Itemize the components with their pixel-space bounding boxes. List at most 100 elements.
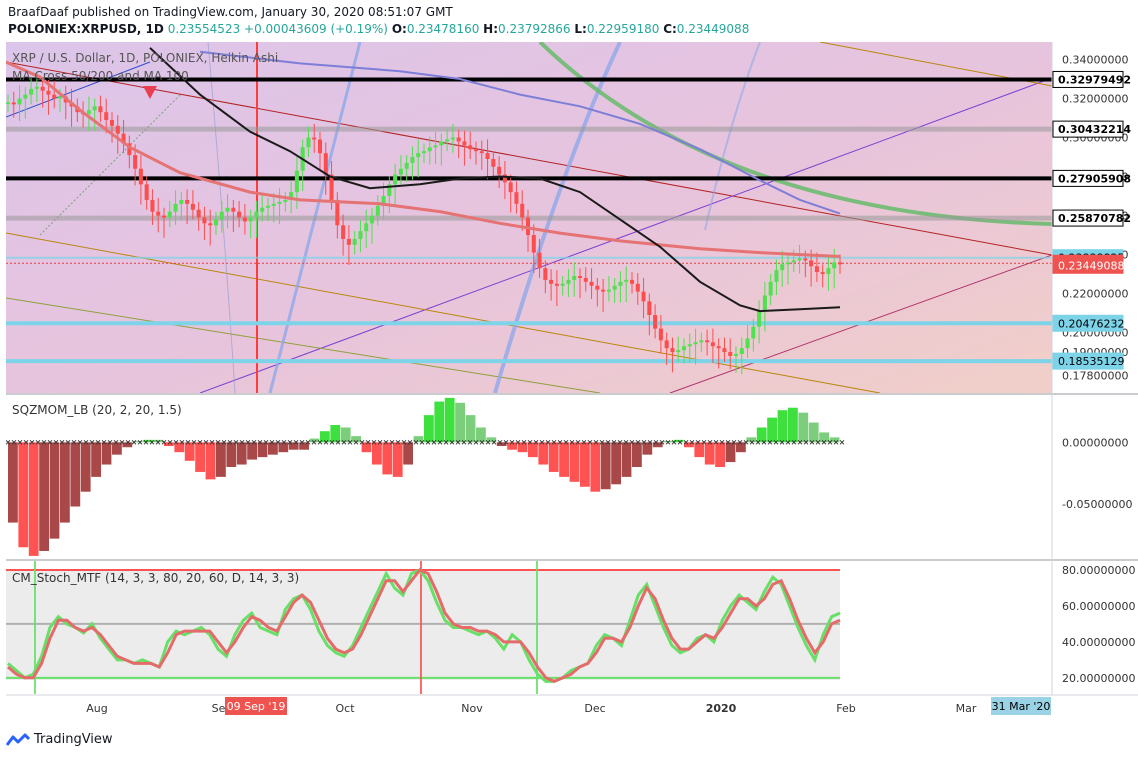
momentum-bar [361, 442, 372, 453]
candle-body [577, 276, 583, 278]
squeeze-dot [743, 439, 749, 445]
candle-body [104, 112, 109, 120]
squeeze-dot [467, 439, 473, 445]
time-tick-label: Feb [836, 702, 855, 715]
candle-body [265, 205, 271, 208]
squeeze-dot [497, 439, 503, 445]
tradingview-logo[interactable]: TradingView [6, 732, 113, 747]
trendline-blue[interactable] [6, 61, 151, 118]
price-tick-label: 0.17800000 [1062, 369, 1128, 382]
candle-body [138, 168, 143, 185]
momentum-bar [268, 442, 278, 455]
candle-body [242, 217, 247, 222]
squeeze-dot [275, 439, 281, 445]
momentum-bar [320, 431, 330, 443]
candle-body [780, 264, 785, 271]
trendline-dotted[interactable] [39, 94, 181, 236]
momentum-bar [517, 442, 528, 453]
stoch-d-line[interactable] [7, 568, 841, 684]
candle-body [11, 102, 16, 105]
candle-body [150, 199, 155, 212]
squeeze-dot [401, 439, 407, 445]
candle-body [86, 110, 91, 115]
squeeze-dot [635, 439, 641, 445]
candle-body [468, 145, 473, 150]
price-level-tag[interactable] [1052, 209, 1124, 227]
price-level-tag[interactable] [1052, 256, 1124, 274]
candle-body [733, 354, 739, 356]
momentum-bar [39, 442, 49, 551]
date-marker-tag[interactable] [225, 697, 287, 715]
candle-body [421, 151, 427, 154]
arc-blue-1[interactable] [268, 42, 362, 393]
candle-body [312, 137, 317, 140]
squeeze-dot [317, 439, 323, 445]
candle-body [566, 279, 571, 284]
trendline-red-resistance[interactable] [6, 61, 1052, 256]
price-level-tag[interactable] [1052, 352, 1124, 370]
squeeze-dot [455, 439, 461, 445]
time-tick-label: 2020 [706, 702, 737, 715]
squeeze-dot [221, 439, 227, 445]
momentum-bar [725, 442, 736, 463]
momentum-bar [611, 442, 621, 485]
arc-thin[interactable] [207, 42, 236, 393]
squeeze-dot [791, 439, 797, 445]
candle-body [439, 141, 444, 146]
candle-body [358, 231, 363, 239]
squeeze-dot [215, 439, 221, 445]
squeeze-dot [239, 439, 245, 445]
momentum-bar [101, 442, 112, 465]
candle-body [624, 279, 629, 282]
price-change: +0.00043609 (+0.19%) [244, 22, 388, 36]
momentum-bar [382, 442, 393, 475]
symbol-label[interactable]: POLONIEX:XRPUSD, 1D [8, 22, 164, 36]
squeeze-dot [683, 439, 689, 445]
price-level-tag[interactable] [1052, 70, 1124, 88]
price-level-tag[interactable] [1052, 314, 1124, 332]
momentum-bar [403, 442, 413, 465]
candle-body [710, 342, 715, 347]
ma-50-line[interactable] [0, 60, 841, 258]
momentum-bar [18, 442, 29, 548]
stoch-tick-label: 20.00000000 [1062, 672, 1135, 685]
price-tick-label: 0.32000000 [1062, 93, 1128, 106]
candle-body [618, 281, 623, 286]
momentum-bar [49, 442, 60, 539]
squeeze-dot [449, 439, 455, 445]
symbol-ohlc-line: POLONIEX:XRPUSD, 1D 0.23554523 +0.000436… [8, 22, 749, 36]
momentum-bar [434, 401, 445, 443]
ma-100-line[interactable] [199, 50, 841, 215]
price-level-tag[interactable] [1052, 120, 1124, 138]
momentum-bar [736, 442, 746, 453]
candle-body [404, 162, 409, 169]
candle-body [294, 170, 299, 193]
squeeze-dot [233, 439, 239, 445]
momentum-bar [548, 442, 559, 472]
squeeze-dot [77, 439, 83, 445]
candle-body [23, 94, 28, 99]
trendline-orange-lower[interactable] [6, 232, 881, 393]
candle-body [549, 279, 554, 284]
momentum-bar [392, 442, 403, 477]
death-cross-marker[interactable] [143, 86, 157, 99]
squeeze-dot [335, 439, 341, 445]
price-level-tag[interactable] [1052, 169, 1124, 187]
squeeze-dot [839, 439, 845, 445]
momentum-bar [205, 442, 216, 480]
price-level-label: 0.18535129 [1058, 355, 1124, 368]
momentum-bar [788, 407, 798, 443]
momentum-bar [70, 442, 81, 507]
price-level-label: 0.32979492 [1058, 73, 1131, 86]
end-date-tag[interactable] [991, 697, 1051, 715]
squeeze-dot [689, 439, 695, 445]
momentum-bar [694, 442, 705, 458]
squeeze-tick-label: 0.00000000 [1062, 436, 1128, 449]
ma-200-line[interactable] [149, 47, 841, 313]
candle-body [699, 340, 704, 343]
candle-body [202, 217, 207, 224]
candle-body [606, 289, 611, 292]
candle-body [40, 86, 45, 91]
squeeze-dot [167, 439, 173, 445]
